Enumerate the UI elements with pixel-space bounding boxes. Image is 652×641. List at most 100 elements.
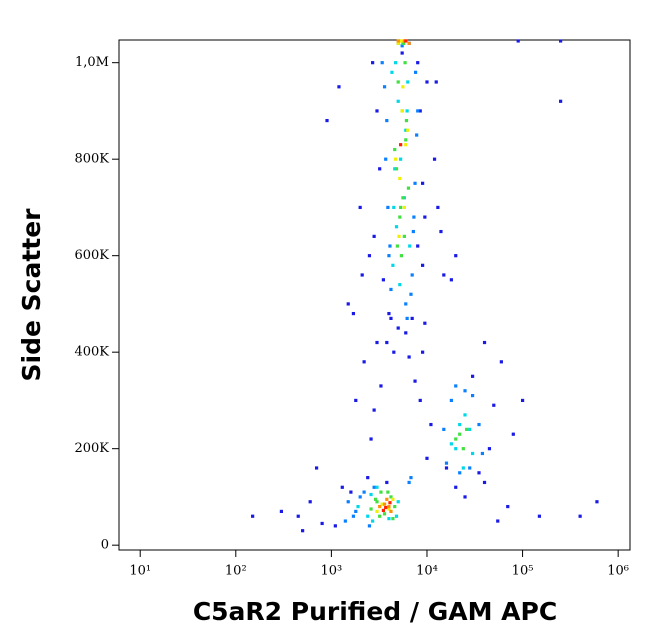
point xyxy=(559,99,563,103)
point xyxy=(418,398,422,403)
point xyxy=(423,215,427,219)
point xyxy=(421,350,425,354)
y-tick-label: 800K xyxy=(74,152,109,167)
point xyxy=(449,398,453,403)
point xyxy=(394,61,398,65)
point xyxy=(398,176,402,181)
point xyxy=(399,157,403,161)
point xyxy=(496,519,500,523)
point xyxy=(301,529,305,533)
point xyxy=(395,244,399,248)
point xyxy=(385,340,389,345)
plot-frame xyxy=(118,39,631,551)
point xyxy=(468,466,472,470)
point xyxy=(412,215,416,219)
point xyxy=(351,514,356,518)
x-tick-label: 10³ xyxy=(321,564,343,579)
point xyxy=(399,143,403,147)
point xyxy=(296,514,300,518)
point xyxy=(392,350,396,354)
point xyxy=(387,504,391,509)
point xyxy=(382,502,387,506)
point xyxy=(378,167,382,171)
point xyxy=(371,519,375,523)
point xyxy=(406,80,410,84)
point xyxy=(413,379,417,383)
point xyxy=(393,504,397,509)
point xyxy=(373,497,378,501)
point xyxy=(375,340,379,345)
point xyxy=(461,466,465,470)
point xyxy=(325,118,329,123)
point xyxy=(397,234,401,238)
point xyxy=(391,263,395,267)
point xyxy=(407,355,411,359)
point xyxy=(385,118,389,123)
point xyxy=(372,485,376,489)
y-tick-label: 1,0M xyxy=(75,55,109,70)
point xyxy=(425,80,429,84)
point xyxy=(406,128,410,132)
y-tick-label: 200K xyxy=(74,441,109,456)
point xyxy=(482,340,487,345)
point xyxy=(401,85,405,89)
y-tick-label: 0 xyxy=(101,538,109,553)
point xyxy=(458,422,462,427)
point xyxy=(416,109,420,113)
point xyxy=(477,422,481,427)
point xyxy=(392,205,396,210)
point xyxy=(340,485,344,489)
point xyxy=(480,451,485,456)
point xyxy=(482,480,487,485)
point xyxy=(409,292,413,296)
point xyxy=(385,480,389,485)
point xyxy=(477,471,481,475)
point xyxy=(416,244,420,248)
point xyxy=(381,508,385,513)
point xyxy=(404,302,408,306)
point xyxy=(349,490,353,494)
point xyxy=(405,109,409,113)
point xyxy=(396,39,400,43)
x-tick-label: 10² xyxy=(225,564,247,579)
point xyxy=(444,461,449,465)
x-tick-label: 10⁴ xyxy=(416,564,438,579)
point xyxy=(400,44,404,48)
point xyxy=(413,181,417,185)
point xyxy=(470,374,475,378)
point xyxy=(411,229,415,234)
point xyxy=(578,514,582,518)
point xyxy=(458,432,462,436)
point xyxy=(407,480,411,485)
point xyxy=(380,502,384,506)
point xyxy=(454,437,458,441)
point xyxy=(410,316,414,321)
point xyxy=(354,398,358,403)
point xyxy=(387,517,391,521)
point xyxy=(396,41,400,45)
point xyxy=(388,244,392,248)
point xyxy=(394,157,398,161)
point xyxy=(378,514,382,518)
x-tick-label: 10⁵ xyxy=(512,564,534,579)
point xyxy=(389,509,393,514)
point xyxy=(449,442,453,446)
point xyxy=(369,507,373,511)
point xyxy=(434,80,438,84)
point xyxy=(399,39,403,43)
point xyxy=(396,326,400,330)
point xyxy=(461,447,465,451)
point xyxy=(499,360,503,364)
point xyxy=(391,497,395,501)
y-axis-title: Side Scatter xyxy=(17,208,46,382)
point xyxy=(408,244,412,248)
point xyxy=(595,500,599,504)
point xyxy=(404,118,409,123)
point xyxy=(375,500,379,504)
y-tick-label: 600K xyxy=(74,248,109,263)
point xyxy=(470,451,475,456)
point xyxy=(470,394,475,398)
point xyxy=(375,485,379,489)
point xyxy=(454,485,458,489)
